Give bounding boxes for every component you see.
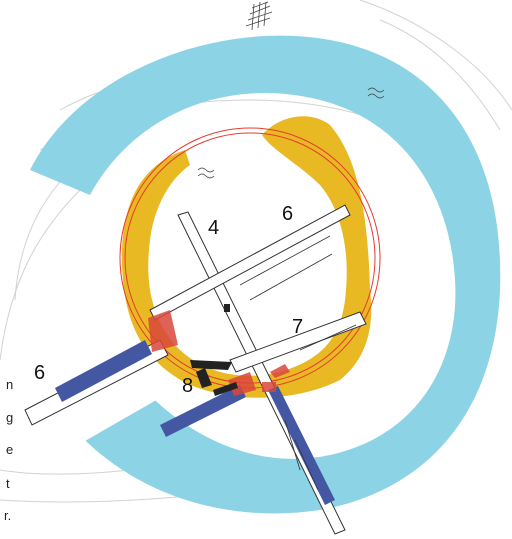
edge-text-t: t [6, 476, 10, 491]
trench-fill-sections [55, 340, 335, 505]
section-lines [239, 235, 357, 491]
excavated-features [148, 310, 290, 396]
dark-features [190, 304, 238, 396]
water-symbol-icons [197, 87, 385, 179]
trench-label-8: 8 [182, 375, 193, 397]
trench-label-6-north: 6 [282, 203, 293, 225]
trench-label-7: 7 [292, 316, 303, 338]
edge-text-n: n [6, 377, 14, 392]
trench-6 [149, 204, 351, 321]
edge-text-g: g [6, 410, 14, 425]
trench-7 [229, 311, 367, 373]
bank-ring [121, 116, 372, 398]
trench-label-4: 4 [208, 217, 219, 239]
trench-label-6-west: 6 [34, 362, 45, 384]
ditch-gap [65, 370, 165, 445]
edge-text-r: r. [4, 508, 12, 523]
grid-marker-icon [245, 1, 273, 31]
edge-text-e: e [6, 442, 14, 457]
ditch-ring [30, 35, 501, 514]
